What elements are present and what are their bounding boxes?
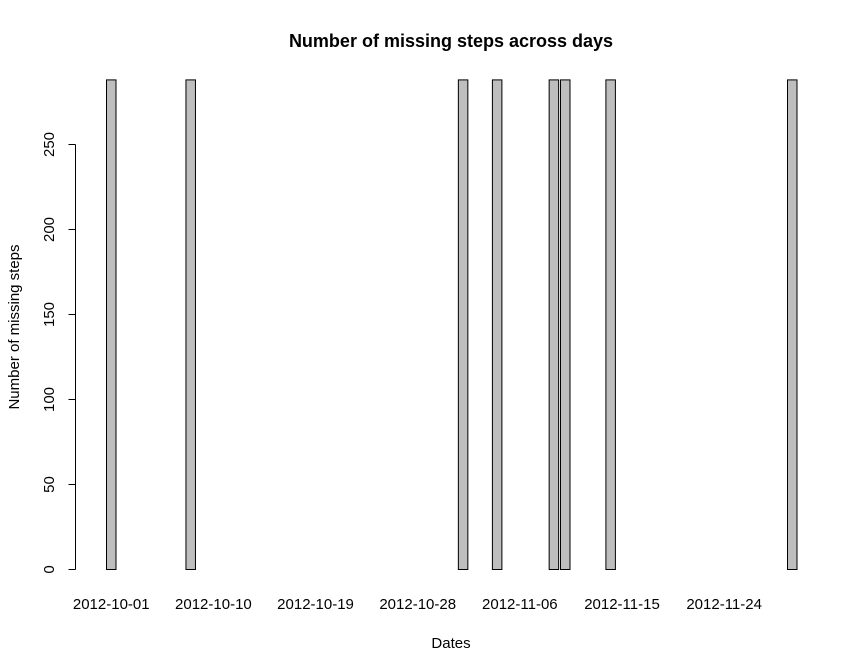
x-tick-label-2012-10-19: 2012-10-19 [277, 596, 354, 613]
bars-group [106, 79, 798, 571]
bar-2012-10-01 [106, 79, 117, 571]
bar-2012-11-10 [560, 79, 571, 571]
y-tick-label-200: 200 [41, 217, 58, 242]
x-tick-label-2012-11-24: 2012-11-24 [686, 596, 762, 613]
y-axis-label: Number of missing steps [6, 244, 23, 409]
x-tick-label-2012-10-10: 2012-10-10 [175, 596, 252, 613]
x-tick-label-2012-11-15: 2012-11-15 [584, 596, 660, 613]
y-axis: 0 50 100 150 200 250 [41, 132, 76, 574]
bar-2012-10-08 [185, 79, 196, 571]
x-tick-label-2012-10-28: 2012-10-28 [379, 596, 456, 613]
x-tick-label-2012-11-06: 2012-11-06 [482, 596, 558, 613]
bar-2012-11-04 [491, 79, 503, 571]
x-tick-label-2012-10-01: 2012-10-01 [73, 596, 150, 613]
y-tick-label-0: 0 [41, 565, 58, 573]
x-axis: 2012-10-01 2012-10-10 2012-10-19 2012-10-28… [73, 596, 762, 613]
bar-2012-11-01 [457, 79, 469, 571]
chart-title: Number of missing steps across days [289, 31, 613, 51]
y-tick-label-250: 250 [41, 132, 58, 157]
y-tick-label-150: 150 [41, 302, 58, 327]
x-axis-label: Dates [431, 635, 470, 652]
y-tick-label-100: 100 [41, 387, 58, 412]
y-tick-label-50: 50 [41, 476, 58, 493]
bar-2012-11-09 [548, 79, 560, 571]
bar-2012-11-14 [605, 79, 616, 571]
bar-2012-11-30 [787, 79, 798, 571]
